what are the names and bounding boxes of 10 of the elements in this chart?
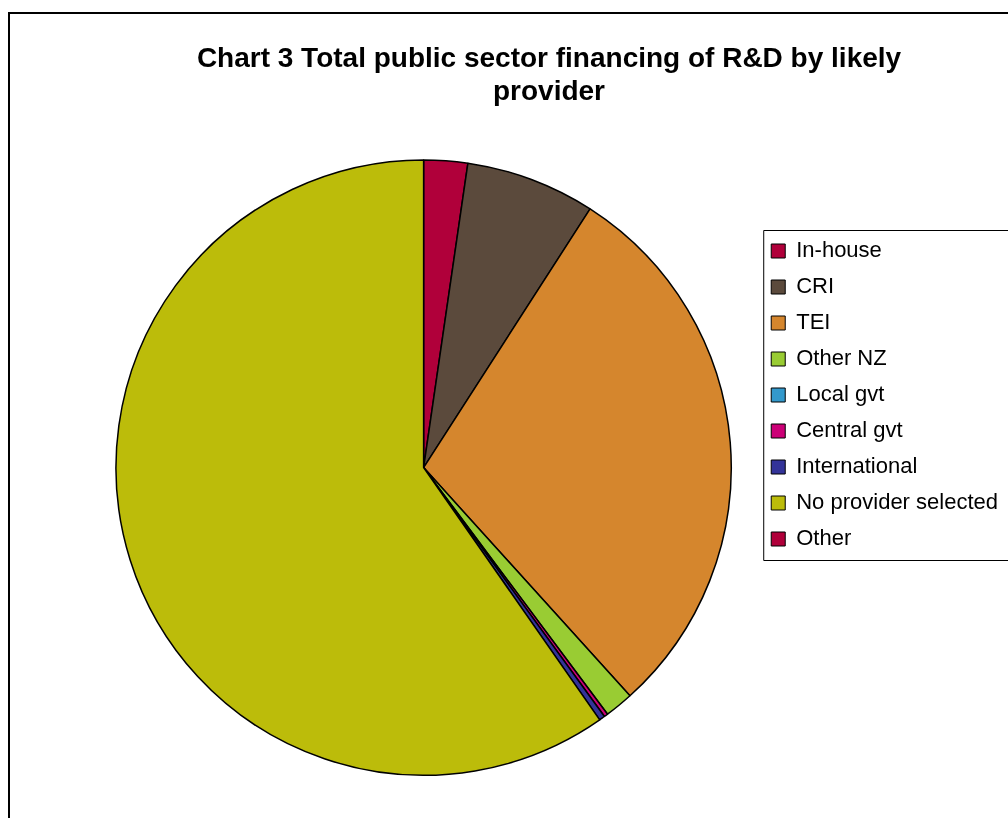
- legend-label: Central gvt: [796, 417, 903, 443]
- legend-label: Other: [796, 525, 852, 551]
- legend-label: No provider selected: [796, 489, 999, 515]
- legend-label: In-house: [796, 237, 882, 263]
- legend-label: Other NZ: [796, 345, 887, 371]
- legend-label: TEI: [796, 309, 831, 335]
- legend-label: International: [796, 453, 918, 479]
- legend-label: Local gvt: [796, 381, 885, 407]
- legend-label: CRI: [796, 273, 835, 299]
- chart-title: Chart 3 Total public sector financing of R&D by likely provider: [196, 41, 902, 107]
